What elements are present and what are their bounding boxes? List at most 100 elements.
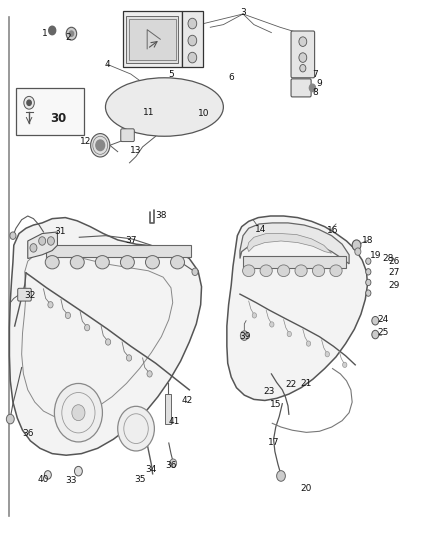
Text: 40: 40 <box>38 475 49 483</box>
Circle shape <box>352 240 361 251</box>
Circle shape <box>27 100 31 106</box>
Circle shape <box>309 84 315 92</box>
Text: 10: 10 <box>198 109 209 118</box>
Circle shape <box>240 331 248 341</box>
Circle shape <box>65 312 71 319</box>
Text: 11: 11 <box>143 108 155 117</box>
Text: 18: 18 <box>362 237 373 246</box>
Circle shape <box>355 248 361 255</box>
FancyBboxPatch shape <box>46 245 191 257</box>
Text: 9: 9 <box>317 78 322 87</box>
Circle shape <box>72 405 85 421</box>
Text: 26: 26 <box>388 257 399 265</box>
Circle shape <box>10 232 16 239</box>
Polygon shape <box>28 232 57 259</box>
Circle shape <box>366 290 371 296</box>
Text: 2: 2 <box>66 34 71 43</box>
Circle shape <box>299 37 307 46</box>
Text: 7: 7 <box>312 70 318 78</box>
Polygon shape <box>240 223 349 264</box>
Circle shape <box>343 362 347 368</box>
Circle shape <box>85 325 90 331</box>
Circle shape <box>188 18 197 29</box>
Circle shape <box>96 140 105 151</box>
Text: 15: 15 <box>270 400 282 409</box>
Text: 33: 33 <box>66 476 77 484</box>
Ellipse shape <box>106 78 223 136</box>
Circle shape <box>366 269 371 275</box>
Text: 41: 41 <box>169 417 180 426</box>
Circle shape <box>127 355 132 361</box>
Text: 24: 24 <box>377 315 389 324</box>
Circle shape <box>372 330 379 339</box>
Text: 28: 28 <box>383 254 394 263</box>
Circle shape <box>74 466 82 476</box>
Text: 25: 25 <box>377 328 389 337</box>
Circle shape <box>192 268 198 276</box>
Circle shape <box>270 322 274 327</box>
Text: 8: 8 <box>312 87 318 96</box>
Circle shape <box>118 406 154 451</box>
Circle shape <box>306 341 311 346</box>
Polygon shape <box>10 217 201 455</box>
Ellipse shape <box>330 265 342 277</box>
Circle shape <box>69 31 74 36</box>
Circle shape <box>188 35 197 46</box>
Bar <box>182 11 203 67</box>
Text: 6: 6 <box>228 73 234 82</box>
FancyBboxPatch shape <box>291 79 311 97</box>
Ellipse shape <box>278 265 290 277</box>
Bar <box>16 88 84 135</box>
FancyBboxPatch shape <box>121 129 134 142</box>
Circle shape <box>252 313 257 318</box>
Circle shape <box>300 64 306 72</box>
Circle shape <box>49 26 56 35</box>
Bar <box>127 15 178 63</box>
Text: 34: 34 <box>146 465 157 474</box>
Text: 29: 29 <box>388 280 399 289</box>
Circle shape <box>24 96 34 109</box>
Ellipse shape <box>243 265 255 277</box>
Text: 20: 20 <box>300 484 312 493</box>
Text: 37: 37 <box>125 237 137 246</box>
Text: 13: 13 <box>130 146 142 155</box>
Ellipse shape <box>312 265 325 277</box>
Circle shape <box>7 414 14 424</box>
Text: 30: 30 <box>50 112 66 125</box>
Circle shape <box>54 383 102 442</box>
Circle shape <box>44 471 51 479</box>
Ellipse shape <box>70 256 84 269</box>
Text: 5: 5 <box>168 70 174 78</box>
Text: 32: 32 <box>25 291 36 300</box>
Bar <box>123 11 182 67</box>
Ellipse shape <box>45 256 59 269</box>
Polygon shape <box>247 233 332 253</box>
Circle shape <box>277 471 286 481</box>
Circle shape <box>39 237 46 245</box>
Text: 3: 3 <box>240 8 246 17</box>
FancyBboxPatch shape <box>243 256 346 268</box>
Text: 27: 27 <box>388 269 399 277</box>
Text: 23: 23 <box>264 387 275 396</box>
Circle shape <box>147 370 152 377</box>
Circle shape <box>48 302 53 308</box>
Circle shape <box>30 244 37 252</box>
Text: 42: 42 <box>182 396 193 405</box>
Circle shape <box>325 352 329 357</box>
FancyBboxPatch shape <box>291 31 314 78</box>
Text: 21: 21 <box>300 379 312 388</box>
Text: 17: 17 <box>268 439 279 448</box>
Text: 39: 39 <box>240 332 251 341</box>
Text: 14: 14 <box>255 225 266 234</box>
Text: 38: 38 <box>155 212 167 221</box>
Text: 35: 35 <box>134 475 146 483</box>
Circle shape <box>66 27 77 40</box>
Text: 4: 4 <box>105 60 110 69</box>
Text: 36: 36 <box>22 430 34 439</box>
Circle shape <box>47 237 54 245</box>
Text: 22: 22 <box>286 380 297 389</box>
Ellipse shape <box>145 256 159 269</box>
Text: 31: 31 <box>54 228 65 237</box>
Text: 16: 16 <box>327 226 338 235</box>
Ellipse shape <box>170 256 184 269</box>
